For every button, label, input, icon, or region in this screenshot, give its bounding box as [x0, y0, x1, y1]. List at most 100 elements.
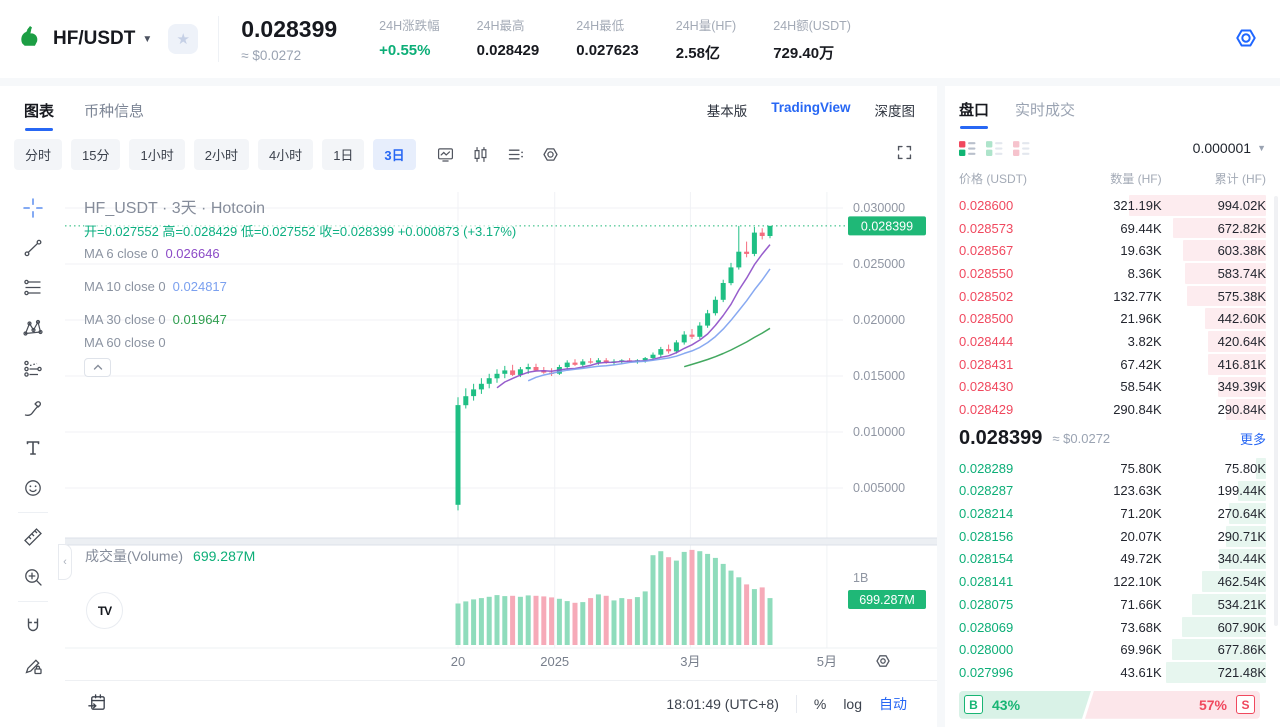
volume-bar: [533, 595, 539, 645]
price-axis-label[interactable]: 0.025000: [853, 257, 905, 271]
chart-region[interactable]: 20 2025 3月 5月 0.030000 0.025000 0.020000 0.0150…: [65, 174, 937, 680]
bid-row[interactable]: 0.028289 75.80K 75.80K: [959, 457, 1266, 480]
bid-row[interactable]: 0.028000 69.96K 677.86K: [959, 638, 1266, 661]
pair-dropdown-caret-icon[interactable]: ▼: [142, 33, 153, 45]
amount: 58.54K: [1120, 379, 1162, 395]
price: 0.028431: [959, 356, 1014, 372]
more-link[interactable]: 更多: [1239, 432, 1266, 448]
interval-button-15分[interactable]: 15分: [71, 138, 121, 170]
percent-scale-toggle[interactable]: %: [813, 696, 827, 712]
pair-block: HF/USDT ▼ ★: [14, 22, 218, 57]
bid-row[interactable]: 0.028214 71.20K 270.64K: [959, 502, 1266, 525]
price-axis-label[interactable]: 0.005000: [853, 481, 905, 495]
last-price: 0.028399: [241, 15, 338, 42]
text-icon[interactable]: [13, 428, 53, 468]
interval-button-2小时[interactable]: 2小时: [193, 138, 249, 170]
indicators-icon[interactable]: [501, 143, 530, 166]
trendline-icon[interactable]: [13, 228, 53, 268]
legend-collapse-button[interactable]: [84, 358, 111, 377]
chart-style-icon[interactable]: [431, 143, 460, 166]
view-basic[interactable]: 基本版: [706, 104, 748, 119]
col-amount: 数量 (HF): [1110, 172, 1162, 186]
volume-bar: [744, 584, 750, 645]
price-axis-label[interactable]: 0.030000: [853, 201, 905, 215]
ask-row[interactable]: 0.028431 67.42K 416.81K: [959, 353, 1266, 376]
interval-button-1日[interactable]: 1日: [322, 138, 365, 170]
tab-coin-info[interactable]: 币种信息: [84, 100, 144, 121]
volume-bar: [455, 603, 461, 645]
ask-row[interactable]: 0.028573 69.44K 672.82K: [959, 217, 1266, 240]
ask-row[interactable]: 0.028429 290.84K 290.84K: [959, 398, 1266, 421]
ask-row[interactable]: 0.028500 21.96K 442.60K: [959, 307, 1266, 330]
price-axis-label[interactable]: 0.020000: [853, 313, 905, 327]
header-settings-gear-icon[interactable]: [1234, 26, 1258, 53]
brush-icon[interactable]: [13, 388, 53, 428]
emoji-icon[interactable]: [13, 468, 53, 508]
interval-button-4小时[interactable]: 4小时: [257, 138, 314, 170]
projection-icon[interactable]: [13, 348, 53, 388]
bid-row[interactable]: 0.028154 49.72K 340.44K: [959, 548, 1266, 571]
book-both-icon[interactable]: [959, 140, 976, 157]
candlestick-chart[interactable]: 20 2025 3月 5月 0.030000 0.025000 0.020000 0.0150…: [65, 174, 937, 680]
price-axis-label[interactable]: 0.015000: [853, 369, 905, 383]
ask-row[interactable]: 0.028550 8.36K 583.74K: [959, 262, 1266, 285]
tick-size-dropdown[interactable]: 0.000001 ▼: [1193, 140, 1266, 156]
view-depth[interactable]: 深度图: [874, 104, 916, 119]
ask-row[interactable]: 0.028430 58.54K 349.39K: [959, 376, 1266, 399]
bid-row[interactable]: 0.028075 71.66K 534.21K: [959, 593, 1266, 616]
xabcd-pattern-icon[interactable]: [13, 308, 53, 348]
view-tradingview[interactable]: TradingView: [771, 100, 851, 115]
depth-bar: [1173, 217, 1266, 239]
bid-row[interactable]: 0.028156 20.07K 290.71K: [959, 525, 1266, 548]
toolbar-collapse-handle[interactable]: ‹: [58, 544, 72, 580]
bid-row[interactable]: 0.028069 73.68K 607.90K: [959, 616, 1266, 639]
zoom-in-icon[interactable]: [13, 557, 53, 597]
volume-bar: [588, 598, 594, 645]
volume-bar: [767, 598, 773, 645]
go-to-date-icon[interactable]: [87, 692, 108, 716]
candles-icon[interactable]: [466, 143, 495, 166]
interval-button-分时[interactable]: 分时: [14, 138, 63, 170]
tradingview-logo[interactable]: TV: [86, 592, 123, 629]
ask-row[interactable]: 0.028444 3.82K 420.64K: [959, 330, 1266, 353]
scrollbar[interactable]: [1274, 196, 1278, 626]
book-bids-icon[interactable]: [986, 140, 1003, 157]
interval-button-3日[interactable]: 3日: [373, 138, 416, 170]
bid-row[interactable]: 0.027996 43.61K 721.48K: [959, 661, 1266, 684]
pane-divider[interactable]: [65, 538, 937, 545]
fib-retracement-icon[interactable]: [13, 268, 53, 308]
draw-lock-icon[interactable]: [13, 646, 53, 686]
ruler-icon[interactable]: [13, 517, 53, 557]
fullscreen-icon[interactable]: [896, 144, 913, 164]
axis-settings-icon[interactable]: [876, 655, 890, 667]
time-axis-label[interactable]: 2025: [540, 654, 569, 669]
ask-row[interactable]: 0.028600 321.19K 994.02K: [959, 194, 1266, 217]
book-asks-icon[interactable]: [1013, 140, 1030, 157]
chart-settings-icon[interactable]: [536, 143, 565, 166]
bid-row[interactable]: 0.028287 123.63K 199.44K: [959, 480, 1266, 503]
time-axis-label[interactable]: 20: [451, 654, 465, 669]
total: 677.86K: [1217, 642, 1266, 658]
interval-button-1小时[interactable]: 1小时: [129, 138, 185, 170]
tab-chart[interactable]: 图表: [24, 100, 54, 131]
tab-orderbook[interactable]: 盘口: [959, 99, 989, 129]
ma-value: 0.026646: [165, 246, 220, 261]
time-axis-label[interactable]: 5月: [817, 654, 837, 669]
ask-row[interactable]: 0.028567 19.63K 603.38K: [959, 239, 1266, 262]
tab-coin-info-label: 币种信息: [84, 102, 145, 120]
price-axis-label[interactable]: 0.010000: [853, 425, 905, 439]
ask-row[interactable]: 0.028502 132.77K 575.38K: [959, 285, 1266, 308]
ma-label: MA 6 close 0: [84, 246, 159, 261]
volume-bar: [486, 596, 492, 645]
tab-trades[interactable]: 实时成交: [1015, 99, 1075, 120]
time-axis-label[interactable]: 3月: [680, 654, 700, 669]
bid-row[interactable]: 0.028141 122.10K 462.54K: [959, 570, 1266, 593]
volume-bar: [627, 599, 633, 645]
log-scale-toggle[interactable]: log: [843, 696, 862, 712]
crosshair-icon[interactable]: [13, 188, 53, 228]
stat-value: +0.55%: [379, 42, 431, 59]
favorite-star-icon[interactable]: ★: [168, 24, 199, 54]
magnet-icon[interactable]: [13, 606, 53, 646]
chart-clock[interactable]: 18:01:49 (UTC+8): [666, 696, 779, 712]
auto-scale-toggle[interactable]: 自动: [879, 696, 907, 712]
